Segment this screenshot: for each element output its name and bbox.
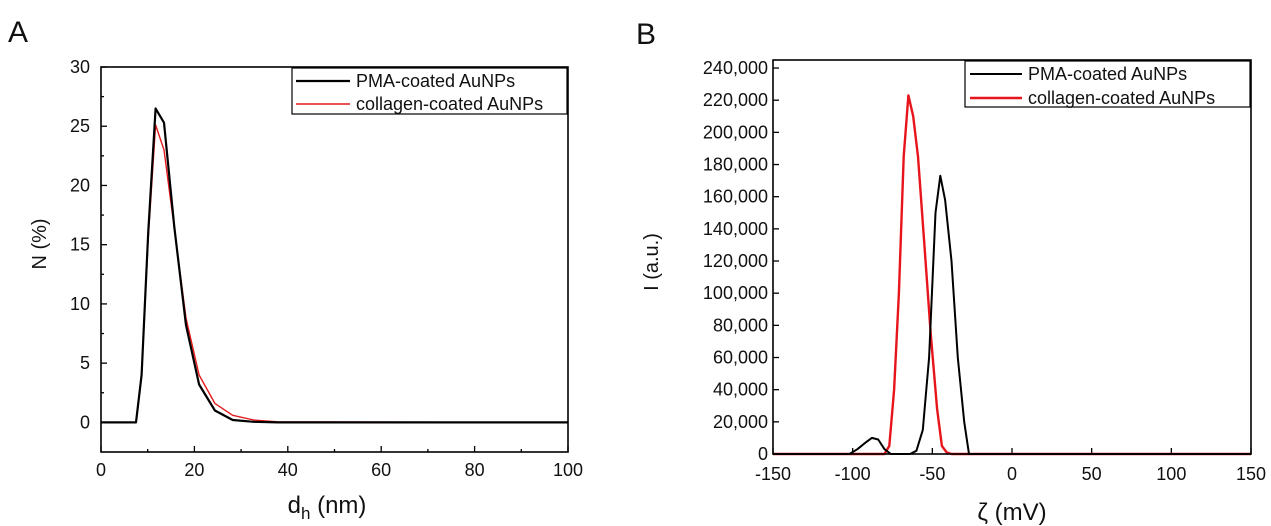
panel-b-x-axis-label: ζ (mV) bbox=[977, 499, 1046, 526]
panel-b-x-tick-label: -100 bbox=[835, 464, 871, 484]
panel-b-x-tick-label: -150 bbox=[755, 464, 791, 484]
panel-a-x-axis-label: dh (nm) bbox=[288, 492, 367, 523]
panel-b-y-tick-label: 20,000 bbox=[713, 412, 768, 432]
panel-b-label: B bbox=[636, 18, 656, 51]
panel-a-y-tick-label: 15 bbox=[70, 235, 90, 255]
panel-a-x-axis-label-subscript: h bbox=[301, 504, 310, 523]
panel-a-label: A bbox=[8, 16, 28, 49]
panel-b-chart: B I (a.u.) ζ (mV) 0 20,000 40,000 60,000 80,… bbox=[636, 18, 1266, 526]
panel-a-x-tick-label: 20 bbox=[184, 460, 204, 480]
panel-b-x-tick-label: 150 bbox=[1236, 464, 1266, 484]
panel-a-y-tick-label: 20 bbox=[70, 175, 90, 195]
panel-a-y-tick-label: 5 bbox=[80, 353, 90, 373]
panel-b-y-tick-label: 240,000 bbox=[703, 58, 768, 78]
panel-a-plot-frame bbox=[100, 66, 569, 453]
panel-b-y-axis-label: I (a.u.) bbox=[641, 233, 663, 291]
panel-a-series-collagen-line bbox=[101, 124, 569, 424]
panel-a-x-tick-label: 40 bbox=[278, 460, 298, 480]
panel-a-x-tick-label: 0 bbox=[96, 460, 106, 480]
panel-b-legend-label-pma: PMA-coated AuNPs bbox=[1028, 64, 1187, 84]
panel-a-x-tick-label: 60 bbox=[371, 460, 391, 480]
panel-b-y-tick-label: 120,000 bbox=[703, 251, 768, 271]
panel-b-y-tick-label: 60,000 bbox=[713, 348, 768, 368]
panel-a-y-tick-label: 25 bbox=[70, 116, 90, 136]
panel-b-x-tick-label: -50 bbox=[919, 464, 945, 484]
panel-a-ticks: 0 5 10 15 20 25 30 0 20 40 60 80 100 bbox=[70, 57, 583, 480]
panel-a-y-tick-label: 10 bbox=[70, 294, 90, 314]
panel-b-x-tick-label: 0 bbox=[1007, 464, 1017, 484]
panel-b-x-tick-label: 100 bbox=[1156, 464, 1186, 484]
panel-a-legend-label-pma: PMA-coated AuNPs bbox=[356, 71, 515, 91]
panel-a-series bbox=[101, 107, 569, 424]
panel-a-y-tick-label: 30 bbox=[70, 57, 90, 77]
panel-b-legend: PMA-coated AuNPs collagen-coated AuNPs bbox=[964, 60, 1251, 108]
panel-a-x-tick-label: 80 bbox=[465, 460, 485, 480]
panel-b-series-pma-line bbox=[773, 174, 1251, 455]
panel-b-legend-frame bbox=[964, 60, 1251, 108]
panel-a-y-axis-label: N (%) bbox=[29, 218, 51, 269]
panel-a-x-axis-label-main: d bbox=[288, 492, 301, 519]
panel-a-y-tick-label: 0 bbox=[80, 412, 90, 432]
panel-a-legend: PMA-coated AuNPs collagen-coated AuNPs bbox=[291, 67, 568, 115]
panel-a-series-pma-line bbox=[101, 107, 568, 424]
panel-b-x-tick-label: 50 bbox=[1082, 464, 1102, 484]
panel-a-chart: A N (%) dh (nm) 0 5 10 15 20 25 30 0 20 40 60 80 100… bbox=[8, 16, 583, 523]
panel-b-y-tick-label: 100,000 bbox=[703, 283, 768, 303]
panel-a-legend-frame bbox=[291, 67, 568, 115]
panel-b-series bbox=[773, 94, 1251, 456]
panel-b-y-tick-label: 180,000 bbox=[703, 155, 768, 175]
panel-b-legend-label-collagen: collagen-coated AuNPs bbox=[1028, 88, 1215, 108]
panel-b-plot-frame bbox=[772, 59, 1252, 455]
panel-b-series-collagen-line bbox=[773, 94, 1251, 456]
panel-b-y-tick-label: 220,000 bbox=[703, 90, 768, 110]
panel-b-y-tick-label: 80,000 bbox=[713, 315, 768, 335]
panel-a-x-axis-label-unit: (nm) bbox=[310, 492, 366, 519]
panel-b-y-tick-label: 160,000 bbox=[703, 187, 768, 207]
panel-a-x-tick-label: 100 bbox=[553, 460, 583, 480]
panel-b-y-tick-label: 140,000 bbox=[703, 219, 768, 239]
panel-a-legend-label-collagen: collagen-coated AuNPs bbox=[356, 94, 543, 114]
panel-b-y-tick-label: 40,000 bbox=[713, 380, 768, 400]
panel-b-y-tick-label: 200,000 bbox=[703, 122, 768, 142]
panel-b-y-tick-label: 0 bbox=[758, 444, 768, 464]
panel-b-ticks: 0 20,000 40,000 60,000 80,000 100,000 120,000 1… bbox=[703, 58, 1266, 484]
